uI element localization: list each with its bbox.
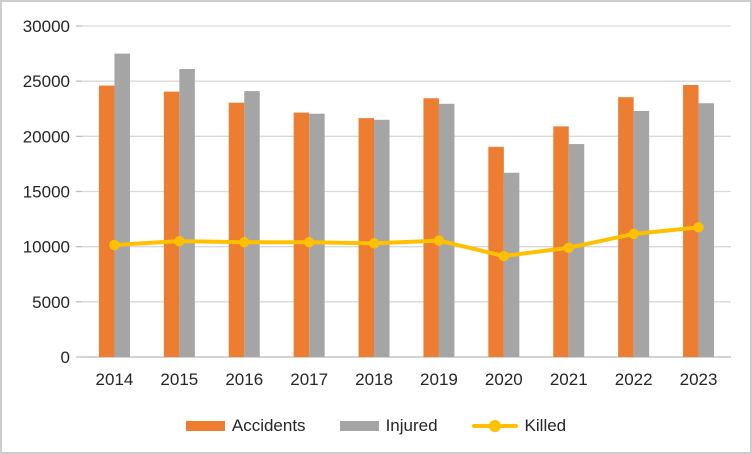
x-axis-label: 2015	[160, 370, 198, 389]
marker-killed-2017	[303, 237, 315, 248]
bar-accidents-2023	[683, 85, 699, 358]
bar-injured-2021	[568, 144, 585, 357]
marker-killed-2019	[433, 235, 445, 246]
legend-item-injured: Injured	[339, 416, 438, 436]
y-axis-tick-label: 30000	[23, 17, 70, 36]
marker-killed-2014	[109, 239, 120, 251]
bar-accidents-2020	[488, 146, 504, 357]
killed-legend-marker-icon	[471, 420, 518, 432]
bar-accidents-2018	[358, 118, 375, 358]
killed-legend-label: Killed	[524, 416, 567, 435]
x-axis-label: 2016	[225, 370, 263, 389]
line-killed	[112, 225, 701, 259]
y-axis-tick-label: 20000	[23, 127, 70, 146]
bar-injured-2019	[438, 103, 455, 357]
x-axis-label: 2017	[290, 370, 328, 389]
bar-injured-2018	[374, 119, 390, 358]
x-axis-label: 2021	[550, 370, 588, 389]
x-axis-label: 2023	[680, 370, 718, 389]
x-axis-label: 2020	[485, 370, 523, 389]
y-axis-tick-label: 5000	[32, 293, 70, 312]
marker-killed-2018	[368, 238, 380, 249]
bar-accidents-2017	[293, 112, 310, 357]
y-axis-tick-label: 10000	[23, 238, 70, 257]
x-axis-label: 2014	[96, 370, 134, 389]
legend: Accidents Injured Killed	[2, 413, 750, 439]
bar-injured-2017	[309, 113, 325, 357]
accidents-legend-swatch-icon	[185, 421, 225, 431]
bar-accidents-2019	[423, 98, 439, 357]
bar-accidents-2015	[163, 91, 180, 358]
bar-accidents-2021	[553, 126, 569, 357]
y-axis-tick-label: 0	[61, 348, 70, 367]
marker-killed-2015	[174, 235, 185, 247]
bar-accidents-2016	[228, 102, 245, 357]
bar-injured-2015	[179, 69, 195, 357]
accidents-legend-label: Accidents	[231, 416, 306, 435]
y-axis-tick-label: 25000	[23, 72, 70, 91]
marker-killed-2023	[693, 222, 704, 233]
marker-killed-2020	[498, 250, 510, 262]
bar-injured-2016	[244, 91, 260, 357]
bar-injured-2023	[698, 103, 715, 357]
marker-killed-2016	[239, 237, 250, 248]
x-axis-label: 2019	[420, 370, 458, 389]
bar-accidents-2014	[98, 85, 115, 357]
x-axis-label: 2018	[355, 370, 393, 389]
legend-item-killed: Killed	[471, 416, 567, 436]
marker-killed-2022	[628, 228, 639, 240]
marker-killed-2021	[563, 242, 574, 253]
injured-legend-swatch-icon	[339, 421, 379, 431]
bar-injured-2020	[503, 172, 520, 357]
bar-accidents-2022	[618, 97, 634, 357]
injured-legend-label: Injured	[385, 416, 438, 435]
y-axis-tick-label: 15000	[23, 183, 70, 202]
x-axis-label: 2022	[615, 370, 653, 389]
bar-injured-2014	[114, 53, 130, 357]
legend-item-accidents: Accidents	[185, 416, 306, 436]
